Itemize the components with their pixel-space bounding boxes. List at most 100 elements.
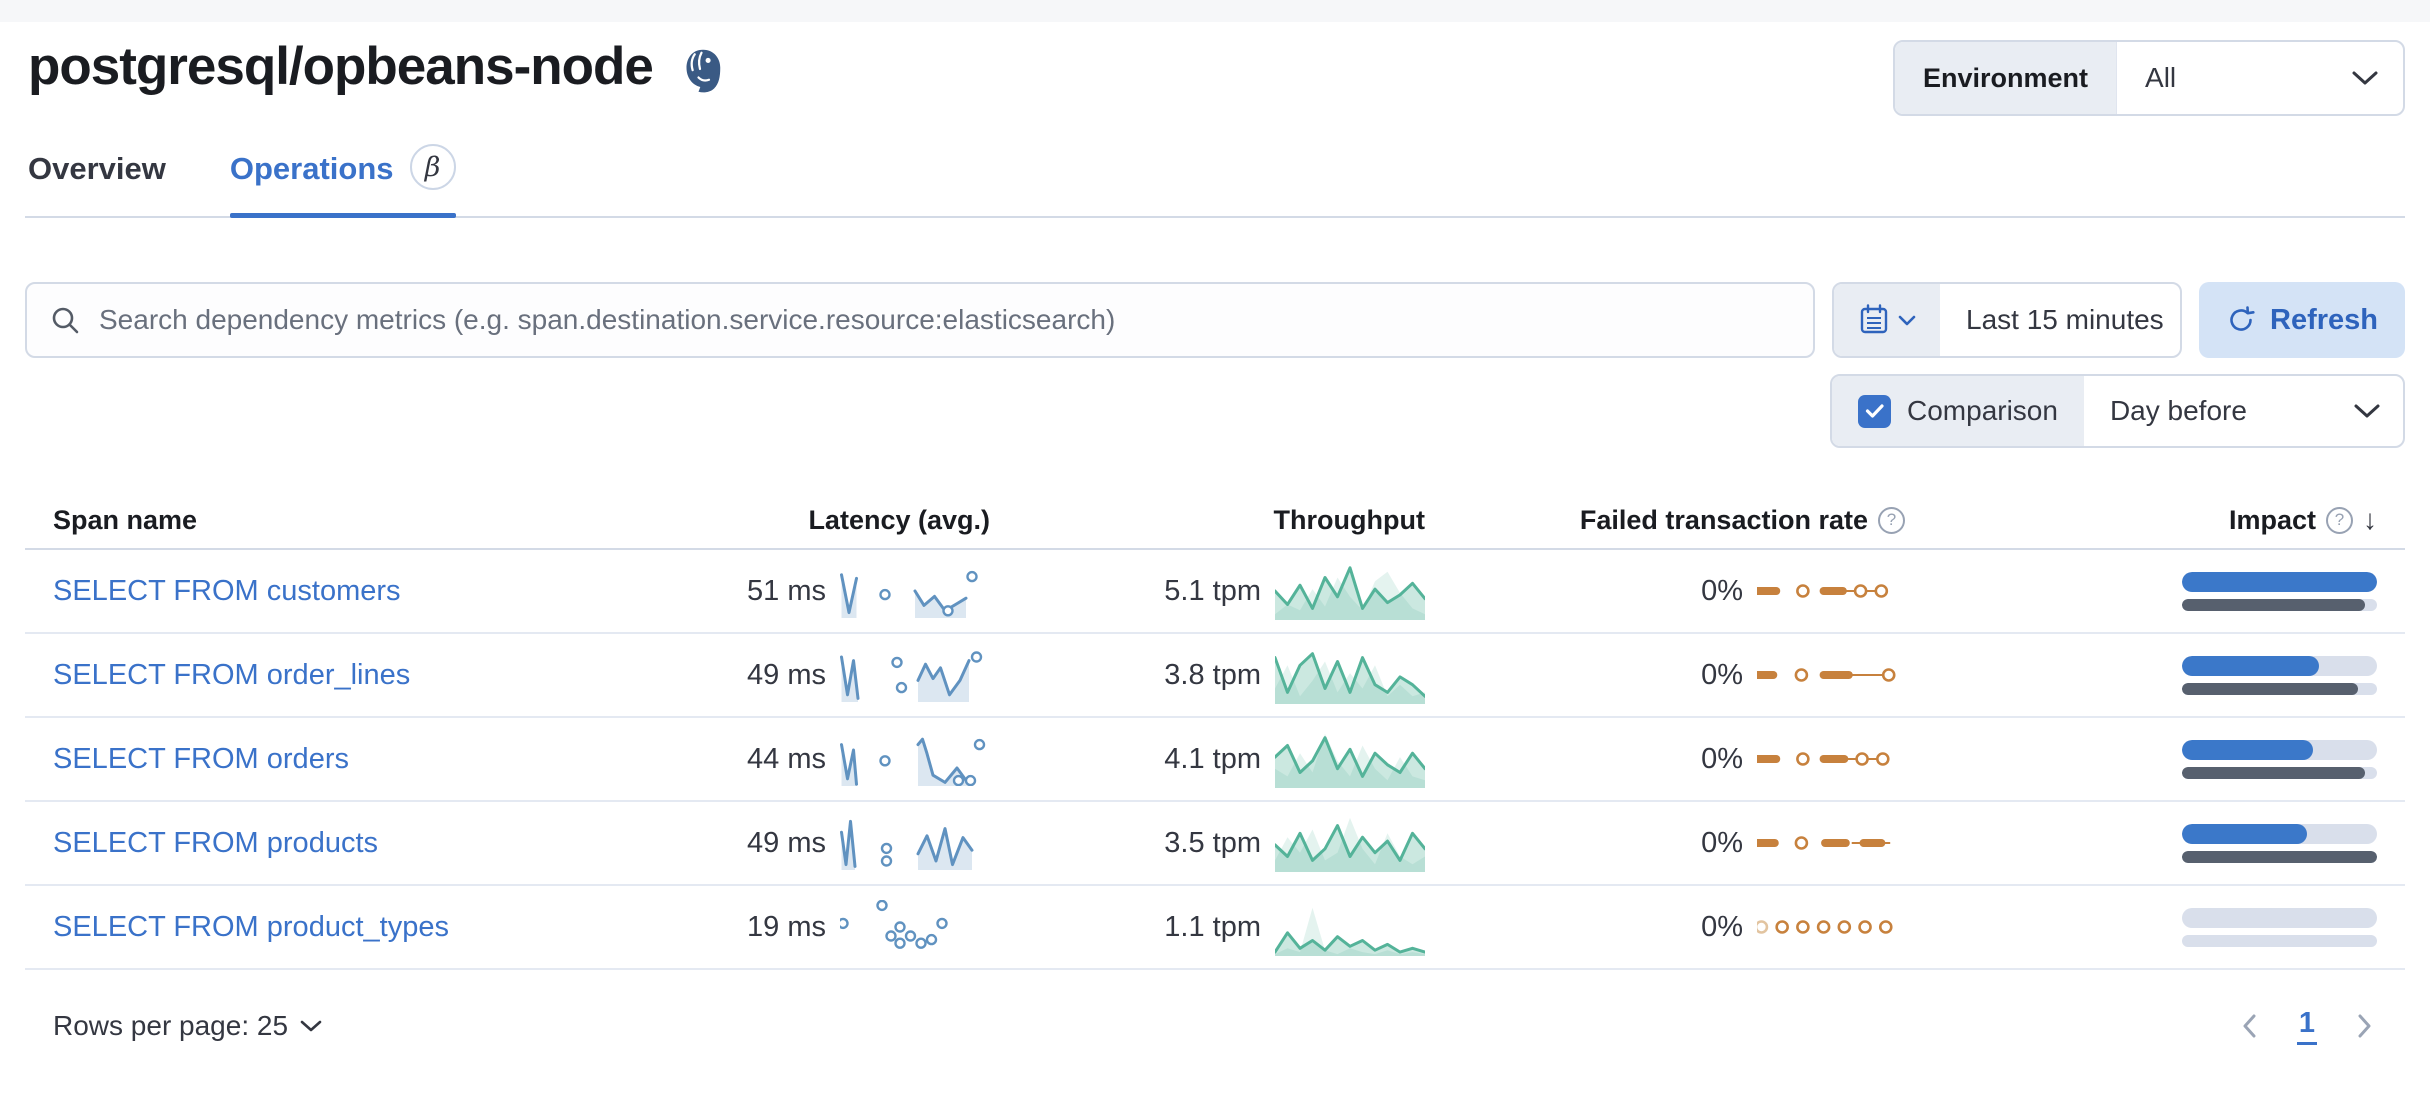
impact-bars [2182,907,2377,947]
throughput-value: 5.1 tpm [1164,574,1261,607]
latency-sparkline [840,737,986,786]
table-footer: Rows per page: 25 1 [25,998,2405,1054]
throughput-value: 1.1 tpm [1164,910,1261,943]
sort-desc-icon: ↓ [2363,504,2377,535]
table-row: SELECT FROM orders 44 ms 4.1 tpm 0% [25,718,2405,802]
throughput-value: 4.1 tpm [1164,742,1261,775]
help-icon[interactable]: ? [2326,506,2353,534]
pagination: 1 [2237,1007,2377,1045]
controls-row: Last 15 minutes Refresh [25,282,2405,358]
calendar-icon [1860,304,1888,334]
failed-rate-sparkline [1757,752,1890,766]
col-header-failed-rate[interactable]: Failed transaction rate ? [1425,505,1905,536]
impact-bar-previous [2182,682,2358,695]
impact-bar-previous [2182,766,2366,779]
impact-bars [2182,571,2377,611]
table-row: SELECT FROM customers 51 ms 5.1 tpm 0% [25,550,2405,634]
latency-sparkline [840,570,978,618]
page-header: postgresql/opbeans-node Environment All [25,36,2405,124]
operations-table: Span name Latency (avg.) Throughput Fail… [25,492,2405,1054]
page-number-1[interactable]: 1 [2296,1007,2317,1045]
tab-overview[interactable]: Overview [28,151,166,186]
help-icon[interactable]: ? [1878,506,1905,534]
latency-sparkline [840,819,974,870]
beta-badge: β [409,144,456,190]
search-input[interactable] [99,284,1813,356]
comparison-control: Comparison Day before [1830,374,2405,448]
impact-bar-current [2182,823,2307,844]
failed-rate-value: 0% [1701,826,1743,859]
impact-bar-previous [2182,850,2377,863]
failed-rate-sparkline [1757,668,1896,682]
table-row: SELECT FROM product_types 19 ms 1.1 tpm … [25,886,2405,970]
date-picker-quick-select[interactable] [1834,284,1940,356]
failed-rate-value: 0% [1701,658,1743,691]
environment-filter[interactable]: Environment All [1893,40,2405,116]
latency-sparkline [840,900,948,949]
throughput-value: 3.5 tpm [1164,826,1261,859]
tab-bar: Overview Operations β [25,144,2405,218]
chevron-right-icon [2358,1014,2371,1038]
chevron-down-icon [1898,315,1916,325]
next-page-button[interactable] [2353,1009,2377,1043]
failed-rate-value: 0% [1701,574,1743,607]
failed-rate-sparkline [1757,584,1889,598]
span-link[interactable]: SELECT FROM product_types [53,910,449,943]
span-link[interactable]: SELECT FROM order_lines [53,658,411,691]
environment-filter-label: Environment [1895,42,2118,114]
window-top-strip [0,0,2430,22]
search-icon [52,307,79,334]
latency-value: 19 ms [747,910,826,943]
impact-bars [2182,655,2377,695]
table-header-row: Span name Latency (avg.) Throughput Fail… [25,492,2405,550]
col-header-throughput[interactable]: Throughput [1273,504,1425,535]
failed-rate-sparkline [1757,920,1893,934]
rows-per-page-button[interactable]: Rows per page: 25 [53,1010,322,1042]
latency-value: 44 ms [747,742,826,775]
impact-bar-current [2182,655,2319,676]
throughput-sparkline [1275,907,1425,956]
comparison-checkbox[interactable] [1858,394,1891,428]
comparison-value: Day before [2109,395,2247,426]
latency-value: 49 ms [747,826,826,859]
latency-value: 49 ms [747,658,826,691]
span-link[interactable]: SELECT FROM orders [53,742,349,775]
chevron-down-icon [2354,404,2380,418]
impact-bar-current [2182,571,2377,592]
span-link[interactable]: SELECT FROM customers [53,574,401,607]
failed-rate-sparkline [1757,836,1891,850]
latency-value: 51 ms [747,574,826,607]
latency-sparkline [840,651,983,702]
chevron-left-icon [2243,1014,2256,1038]
col-header-latency[interactable]: Latency (avg.) [808,504,990,535]
failed-rate-value: 0% [1701,742,1743,775]
search-box [25,282,1815,358]
failed-rate-value: 0% [1701,910,1743,943]
comparison-row: Comparison Day before [25,374,2405,448]
table-row: SELECT FROM order_lines 49 ms 3.8 tpm 0% [25,634,2405,718]
throughput-sparkline [1275,652,1425,704]
tab-operations[interactable]: Operations β [229,144,456,218]
throughput-sparkline [1275,566,1425,620]
chevron-down-icon [2352,71,2378,85]
comparison-select[interactable]: Day before [2084,376,2403,446]
throughput-sparkline [1275,733,1425,788]
postgresql-logo-icon [686,49,721,92]
col-header-impact[interactable]: Impact ? ↓ [2228,504,2377,535]
throughput-value: 3.8 tpm [1164,658,1261,691]
time-range-value[interactable]: Last 15 minutes [1966,304,2164,335]
col-header-span-name: Span name [53,504,198,535]
prev-page-button[interactable] [2237,1009,2261,1043]
comparison-toggle[interactable]: Comparison [1832,376,2084,446]
refresh-icon [2230,306,2255,331]
refresh-button[interactable]: Refresh [2199,282,2405,358]
span-link[interactable]: SELECT FROM products [53,826,379,859]
environment-filter-value: All [2145,62,2177,93]
impact-bars [2182,739,2377,779]
time-range-picker[interactable]: Last 15 minutes [1832,282,2182,358]
impact-bars [2182,823,2377,863]
impact-bar-current [2182,739,2313,760]
table-row: SELECT FROM products 49 ms 3.5 tpm 0% [25,802,2405,886]
check-icon [1865,404,1884,418]
comparison-label: Comparison [1907,395,2058,426]
